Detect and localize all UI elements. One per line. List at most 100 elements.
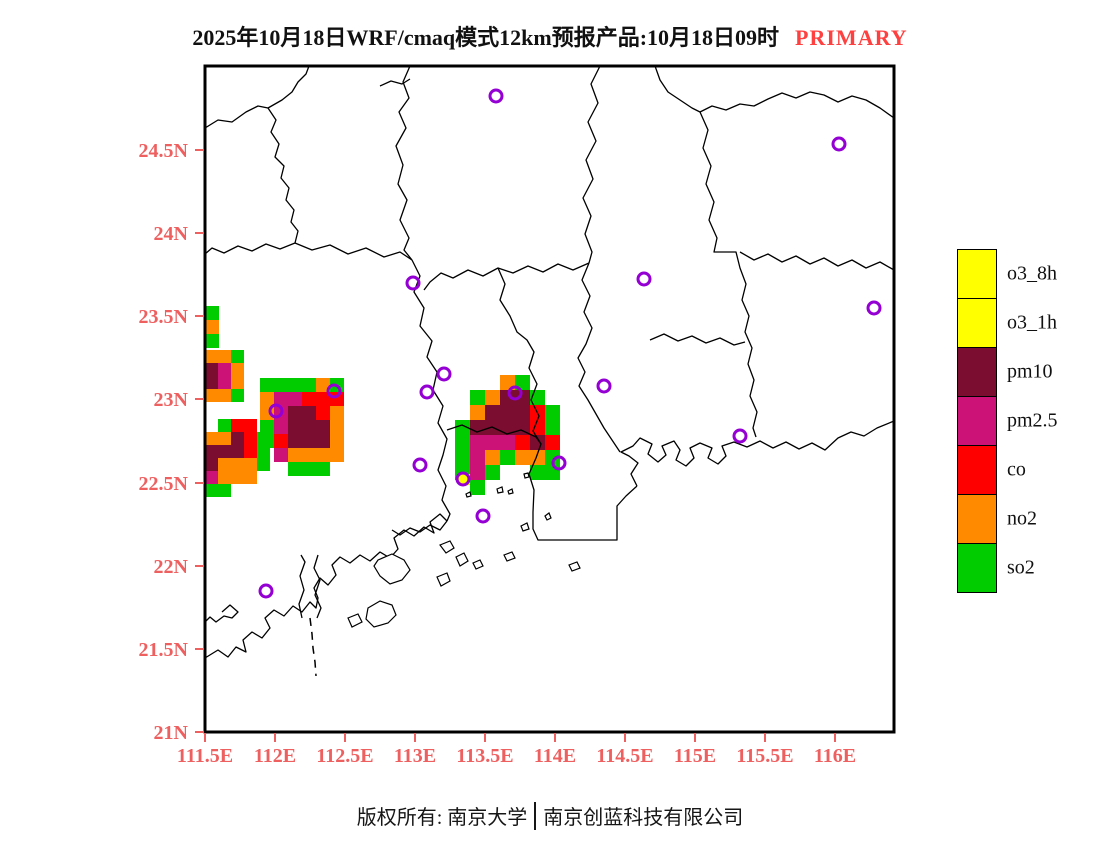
- pollutant-cell-no2: [205, 320, 219, 334]
- legend-swatch-o3_1h: [957, 298, 997, 348]
- pollutant-cell-no2: [500, 375, 515, 390]
- island-outline: [347, 613, 363, 628]
- pollutant-cell-pm10: [515, 390, 530, 405]
- pollutant-cell-no2: [231, 458, 244, 471]
- station-marker: [405, 275, 421, 291]
- pollutant-cell-no2: [231, 376, 244, 389]
- pollutant-cell-pm10: [500, 390, 515, 405]
- pollutant-cell-so2: [455, 435, 470, 450]
- boundary-line: [204, 242, 296, 255]
- island-outline: [373, 553, 411, 585]
- pollutant-cell-so2: [455, 420, 470, 435]
- boundary-line: [298, 554, 306, 619]
- pollutant-cell-pm25: [274, 392, 288, 406]
- pollutant-cell-pm10: [205, 458, 218, 471]
- pollutant-cell-so2: [218, 419, 231, 432]
- pollutant-cell-no2: [205, 389, 218, 402]
- x-tick-label: 115E: [674, 745, 716, 767]
- island-outline: [544, 512, 552, 521]
- island-outline: [365, 600, 397, 628]
- pollutant-cell-so2: [205, 484, 218, 497]
- legend-label: pm2.5: [1007, 409, 1058, 432]
- pollutant-cell-pm25: [218, 363, 231, 376]
- legend-label: o3_1h: [1007, 311, 1057, 334]
- pollutant-cell-so2: [515, 375, 530, 390]
- station-marker: [866, 300, 882, 316]
- copyright-owner: 版权所有: 南京大学: [356, 807, 528, 829]
- pollutant-cell-no2: [218, 432, 231, 445]
- station-marker: [636, 271, 652, 287]
- map-frame: [203, 64, 896, 734]
- pollutant-cell-no2: [316, 448, 330, 462]
- legend-label: co: [1007, 458, 1026, 481]
- legend-swatch-so2: [957, 543, 997, 593]
- pollutant-cell-no2: [231, 471, 244, 484]
- legend-swatch-no2: [957, 494, 997, 544]
- pollutant-cell-so2: [530, 465, 545, 480]
- title-primary-tag: PRIMARY: [795, 25, 908, 50]
- pollutant-cell-co: [302, 392, 316, 406]
- pollutant-cell-so2: [288, 462, 302, 476]
- boundary-line: [379, 78, 411, 87]
- pollutant-cell-co: [244, 419, 257, 432]
- pollutant-cell-so2: [218, 484, 231, 497]
- pollutant-cell-no2: [485, 450, 500, 465]
- pollutant-cell-so2: [485, 465, 500, 480]
- pollutant-cell-no2: [205, 350, 218, 363]
- pollutant-cell-co: [330, 392, 344, 406]
- pollutant-cell-co: [316, 406, 330, 420]
- boundary-line: [395, 65, 413, 261]
- station-marker: [412, 457, 428, 473]
- boundary-line: [654, 65, 701, 113]
- island-outline: [439, 540, 455, 554]
- x-tick-label: 113E: [394, 745, 436, 767]
- station-marker: [268, 403, 284, 419]
- pollutant-cell-co: [545, 435, 560, 450]
- pollutant-cell-no2: [288, 448, 302, 462]
- pollutant-cell-pm10: [316, 434, 330, 448]
- pollutant-cell-co: [274, 434, 288, 448]
- pollutant-cell-co: [530, 420, 545, 435]
- pollutant-cell-pm10: [302, 434, 316, 448]
- island-outline: [503, 551, 516, 562]
- pollutant-cell-pm10: [515, 405, 530, 420]
- pollutant-cell-no2: [330, 448, 344, 462]
- pollutant-cell-pm25: [485, 435, 500, 450]
- x-tick-label: 114.5E: [596, 745, 653, 767]
- x-tick-label: 115.5E: [736, 745, 793, 767]
- pollutant-cell-so2: [260, 434, 274, 448]
- station-marker: [596, 378, 612, 394]
- legend-label: o3_8h: [1007, 262, 1057, 285]
- pollutant-cell-so2: [470, 390, 485, 405]
- boundary-line: [204, 513, 448, 659]
- pollutant-cell-pm10: [231, 445, 244, 458]
- x-tick-label: 112E: [254, 745, 296, 767]
- boundary-line: [739, 251, 895, 271]
- boundary-line: [294, 242, 413, 261]
- pollutant-cell-no2: [485, 390, 500, 405]
- pollutant-cell-so2: [231, 389, 244, 402]
- boundary-line: [699, 91, 895, 119]
- station-marker: [258, 583, 274, 599]
- pollutant-cell-no2: [231, 363, 244, 376]
- pollutant-cell-co: [244, 445, 257, 458]
- pollutant-cell-pm10: [205, 376, 218, 389]
- footer-divider: [534, 801, 537, 830]
- pollutant-cell-co: [244, 432, 257, 445]
- station-marker: [475, 508, 491, 524]
- pollutant-cell-so2: [274, 378, 288, 392]
- pollutant-cell-pm10: [302, 406, 316, 420]
- pollutant-cell-no2: [330, 420, 344, 434]
- legend-item-co: co: [957, 445, 1100, 495]
- y-tick-label: 22.5N: [139, 473, 189, 495]
- boundary-line: [423, 262, 590, 291]
- pollutant-cell-pm25: [205, 471, 218, 484]
- dashed-boundary-line: [309, 617, 317, 677]
- copyright-company: 南京创蓝科技有限公司: [543, 807, 744, 829]
- pollutant-cell-so2: [545, 405, 560, 420]
- pollutant-cell-co: [316, 392, 330, 406]
- x-tick-label: 111.5E: [177, 745, 233, 767]
- boundary-line: [446, 424, 542, 445]
- pollutant-cell-pm25: [288, 392, 302, 406]
- boundary-line: [577, 262, 621, 453]
